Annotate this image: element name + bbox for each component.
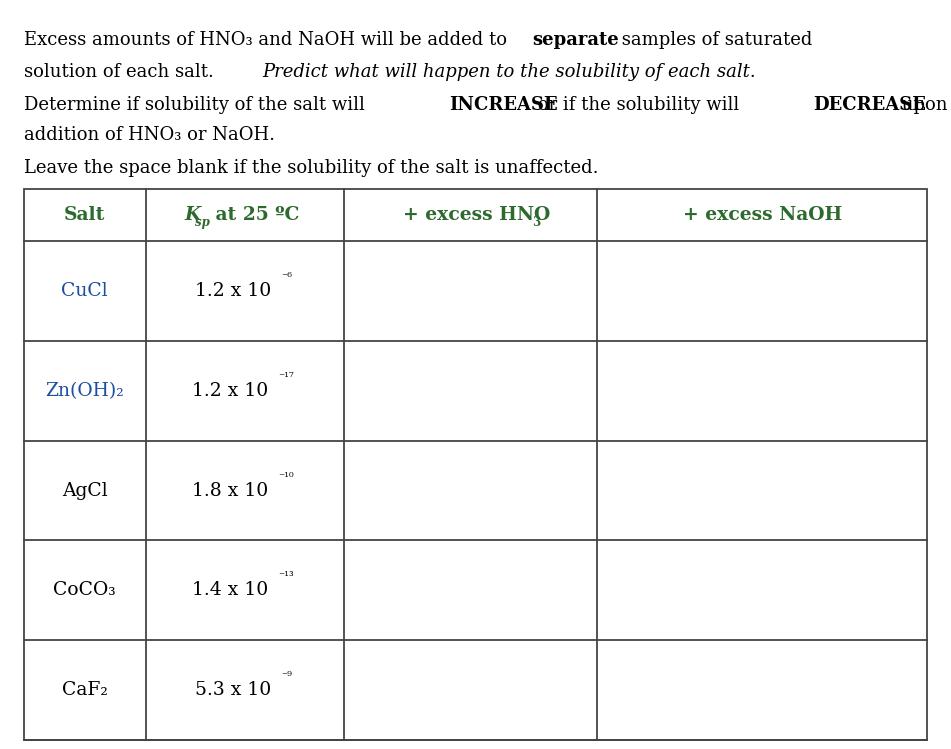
Text: K: K bbox=[184, 206, 201, 224]
Text: samples of saturated: samples of saturated bbox=[615, 31, 812, 49]
Text: Salt: Salt bbox=[64, 206, 106, 224]
Text: ⁻¹⁰: ⁻¹⁰ bbox=[278, 470, 294, 484]
Text: upon: upon bbox=[896, 96, 947, 114]
Text: CoCO₃: CoCO₃ bbox=[53, 581, 116, 599]
Text: DECREASE: DECREASE bbox=[813, 96, 925, 114]
Text: solution of each salt.: solution of each salt. bbox=[24, 63, 220, 81]
Text: Determine if solubility of the salt will: Determine if solubility of the salt will bbox=[24, 96, 370, 114]
Text: AgCl: AgCl bbox=[62, 482, 107, 500]
Text: 1.8 x 10: 1.8 x 10 bbox=[192, 482, 268, 500]
Text: ⁻⁶: ⁻⁶ bbox=[281, 271, 293, 284]
Text: INCREASE: INCREASE bbox=[450, 96, 558, 114]
Text: Leave the space blank if the solubility of the salt is unaffected.: Leave the space blank if the solubility … bbox=[24, 159, 598, 177]
Text: addition of HNO₃ or NaOH.: addition of HNO₃ or NaOH. bbox=[24, 126, 275, 144]
Text: 1.4 x 10: 1.4 x 10 bbox=[192, 581, 268, 599]
Text: 1.2 x 10: 1.2 x 10 bbox=[195, 282, 271, 300]
Bar bbox=[24, 189, 927, 740]
Text: 3: 3 bbox=[533, 216, 540, 229]
Text: + excess NaOH: + excess NaOH bbox=[683, 206, 842, 224]
Text: ⁻⁹: ⁻⁹ bbox=[281, 670, 292, 683]
Text: separate: separate bbox=[533, 31, 619, 49]
Text: CaF₂: CaF₂ bbox=[62, 681, 107, 699]
Text: Predict what will happen to the solubility of each salt.: Predict what will happen to the solubili… bbox=[262, 63, 756, 81]
Text: CuCl: CuCl bbox=[62, 282, 108, 300]
Text: Zn(OH)₂: Zn(OH)₂ bbox=[46, 382, 124, 400]
Text: ⁻¹³: ⁻¹³ bbox=[278, 570, 294, 583]
Text: or if the solubility will: or if the solubility will bbox=[533, 96, 746, 114]
Text: 1.2 x 10: 1.2 x 10 bbox=[192, 382, 268, 400]
Text: + excess HNO: + excess HNO bbox=[403, 206, 550, 224]
Text: at 25 ºC: at 25 ºC bbox=[209, 206, 300, 224]
Text: Excess amounts of HNO₃ and NaOH will be added to: Excess amounts of HNO₃ and NaOH will be … bbox=[24, 31, 513, 49]
Text: ⁻¹⁷: ⁻¹⁷ bbox=[278, 371, 294, 383]
Text: 5.3 x 10: 5.3 x 10 bbox=[195, 681, 271, 699]
Text: sp: sp bbox=[195, 216, 210, 229]
